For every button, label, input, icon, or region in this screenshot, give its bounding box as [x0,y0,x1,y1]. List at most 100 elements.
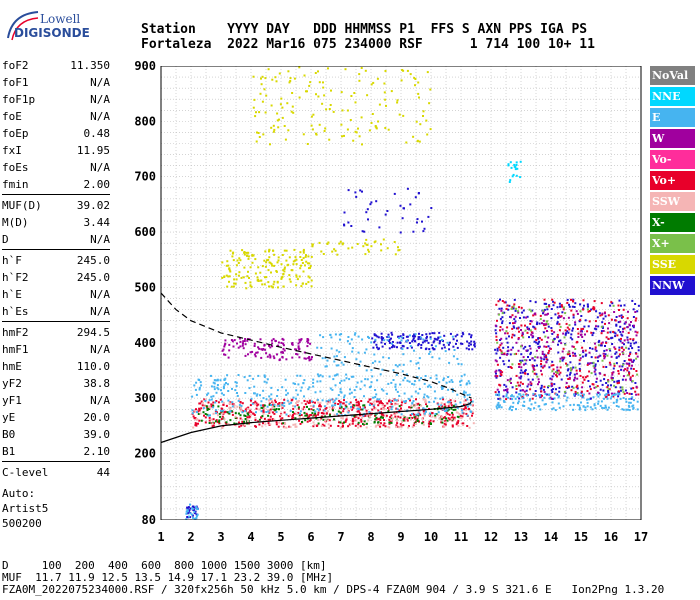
echo-point [247,255,250,258]
echo-point [278,72,281,75]
echo-point [533,372,536,375]
echo-point [383,339,386,342]
echo-point [619,320,622,323]
echo-point [249,266,252,269]
echo-point [261,100,264,103]
echo-point [339,388,342,391]
echo-point [574,321,577,324]
echo-point [350,95,353,97]
echo-point [636,408,639,411]
param-separator [2,321,110,322]
echo-point [621,378,624,381]
echo-point [284,423,287,425]
echo-point [518,376,521,379]
echo-point [309,265,312,267]
echo-point [557,351,560,354]
echo-point [448,348,451,351]
echo-point [271,400,274,403]
echo-point [225,421,228,424]
ionogram-plot [160,66,642,520]
echo-point [337,403,340,405]
echo-point [237,346,240,349]
echo-point [324,418,327,421]
echo-point [625,408,628,411]
echo-point [558,386,561,389]
echo-point [378,226,381,229]
echo-point [403,400,406,403]
echo-point [510,166,513,169]
echo-point [454,408,457,411]
echo-point [267,422,270,425]
echo-point [530,333,533,336]
echo-point [627,404,630,407]
echo-point [519,160,522,163]
echo-point [262,407,265,410]
echo-point [220,389,222,392]
echo-point [551,401,554,404]
echo-point [630,359,633,362]
echo-point [229,419,232,422]
echo-point [445,411,448,414]
echo-point [616,380,619,383]
echo-point [464,407,467,410]
echo-point [532,325,535,328]
echo-point [219,398,222,401]
echo-point [541,350,544,353]
echo-point [215,412,218,415]
echo-point [507,163,510,166]
echo-point [244,354,247,357]
param-row: yF1 N/A [2,392,110,409]
echo-point [392,379,395,381]
echo-point [462,424,465,427]
echo-point [587,380,590,382]
echo-point [591,347,594,350]
echo-point [329,387,332,390]
echo-point [413,76,416,79]
echo-point [394,385,397,388]
echo-point [390,408,393,411]
echo-point [306,345,309,348]
x-tick-label: 16 [604,530,618,544]
echo-point [415,413,418,416]
echo-point [597,360,599,363]
echo-point [584,409,587,412]
echo-point [495,335,498,338]
echo-point [217,414,219,417]
echo-point [379,419,382,421]
echo-point [280,276,283,279]
echo-point [409,360,412,363]
echo-point [545,358,548,361]
echo-point [619,386,622,389]
echo-point [364,69,367,72]
param-row: M(D) 3.44 [2,214,110,231]
echo-point [548,366,551,369]
echo-point [584,354,587,357]
echo-point [463,390,466,393]
echo-point [244,338,247,340]
echo-point [228,349,231,352]
echo-point [416,218,419,221]
echo-point [440,402,443,405]
echo-point [421,422,424,425]
echo-point [427,341,430,344]
echo-point [375,127,378,130]
echo-point [543,365,546,368]
echo-point [511,405,514,408]
echo-point [352,139,355,142]
echo-point [266,355,269,358]
echo-point [561,305,564,308]
echo-point [328,375,331,378]
echo-point [195,408,197,411]
echo-point [233,282,236,285]
echo-point [515,307,518,310]
echo-point [194,424,197,427]
echo-point [338,399,341,402]
echo-point [622,330,624,333]
echo-point [543,298,546,301]
echo-point [574,354,577,357]
echo-point [542,323,545,326]
echo-point [610,376,613,379]
echo-point [287,400,290,403]
echo-point [337,410,340,413]
echo-point [297,383,300,386]
